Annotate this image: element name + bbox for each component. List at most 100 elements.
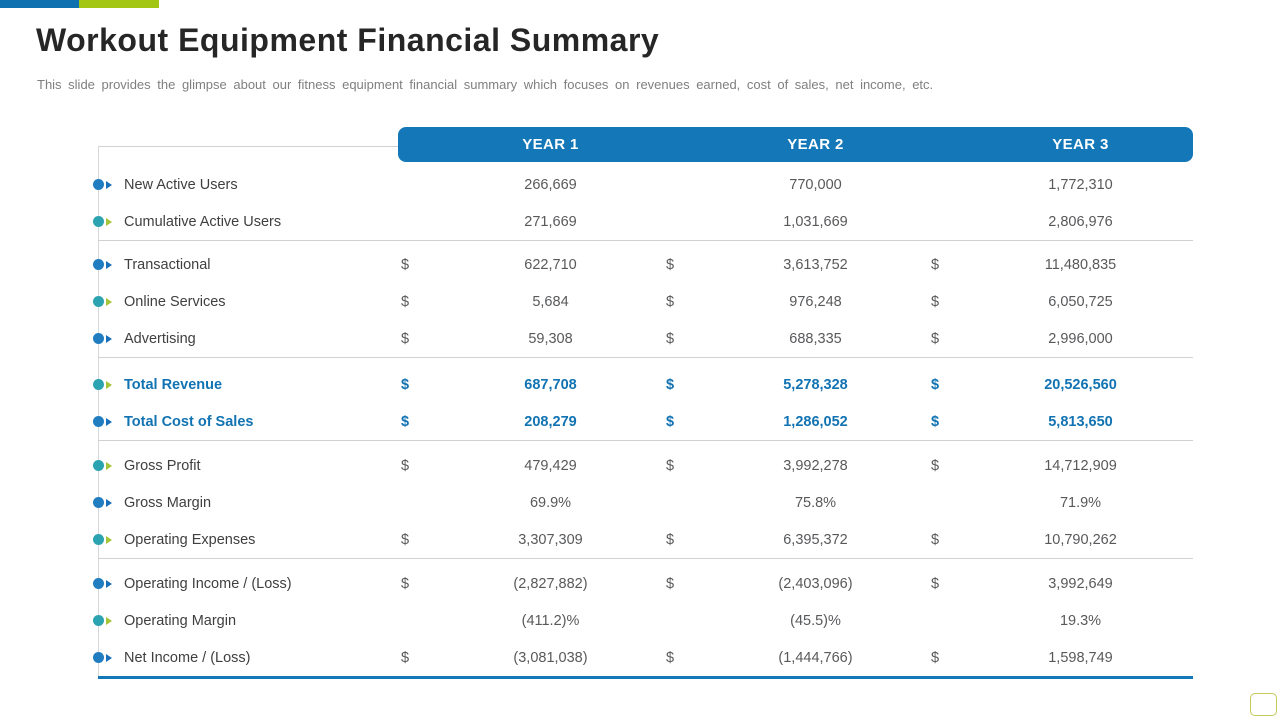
cell-value: 5,813,650 xyxy=(1048,413,1113,430)
top-accent-bar-blue xyxy=(0,0,79,8)
financial-summary-table: YEAR 1 YEAR 2 YEAR 3 New Active Users 266… xyxy=(93,127,1193,679)
bullet-arrow-icon xyxy=(106,417,112,426)
row-label: Advertising xyxy=(124,330,196,347)
currency-symbol: $ xyxy=(401,531,410,548)
bullet-icon xyxy=(93,416,112,427)
table-row: Net Income / (Loss) $ (3,081,038) $ (1,444,7… xyxy=(93,639,1193,676)
currency-symbol: $ xyxy=(401,256,410,273)
currency-symbol: $ xyxy=(931,531,940,548)
cell-value: 2,806,976 xyxy=(1048,213,1113,230)
bullet-arrow-icon xyxy=(106,535,112,544)
bullet-arrow-icon xyxy=(106,217,112,226)
currency-symbol: $ xyxy=(931,649,940,666)
currency-symbol: $ xyxy=(401,413,410,430)
row-label: Total Revenue xyxy=(124,376,223,393)
table-section: New Active Users 266,669 770,000 1,772,310 C… xyxy=(93,162,1193,241)
row-label-cell: Total Cost of Sales xyxy=(93,413,398,430)
page-subtitle: This slide provides the glimpse about ou… xyxy=(37,77,934,92)
bullet-icon xyxy=(93,379,112,390)
cell-value: (3,081,038) xyxy=(513,649,588,666)
cell-value: 6,395,372 xyxy=(783,531,848,548)
cell-value: 6,050,725 xyxy=(1048,293,1113,310)
top-accent-bar-green xyxy=(79,0,159,8)
cell-value: (1,444,766) xyxy=(778,649,853,666)
bullet-dot-icon xyxy=(93,333,104,344)
table-row: Total Cost of Sales $208,279 $1,286,052 $5,… xyxy=(93,403,1193,440)
bullet-icon xyxy=(93,578,112,589)
cell-value: 271,669 xyxy=(524,213,577,230)
table-row: Cumulative Active Users 271,669 1,031,669 2… xyxy=(93,203,1193,240)
cell-value: (2,403,096) xyxy=(778,575,853,592)
cell-value: 5,278,328 xyxy=(783,376,848,393)
table-row: Online Services $5,684 $976,248 $6,050,725 xyxy=(93,283,1193,320)
bullet-arrow-icon xyxy=(106,461,112,470)
bullet-dot-icon xyxy=(93,179,104,190)
cell-value: 59,308 xyxy=(528,330,573,347)
table-row: Transactional $622,710 $3,613,752 $11,480,8… xyxy=(93,246,1193,283)
bullet-dot-icon xyxy=(93,578,104,589)
currency-symbol: $ xyxy=(931,413,940,430)
currency-symbol: $ xyxy=(931,575,940,592)
row-label-cell: Cumulative Active Users xyxy=(93,214,398,230)
bullet-icon xyxy=(93,216,112,227)
row-label: Operating Expenses xyxy=(124,531,256,548)
row-label-cell: Operating Income / (Loss) xyxy=(93,576,398,592)
cell-value: 479,429 xyxy=(524,457,577,474)
cell-value: 266,669 xyxy=(524,176,577,193)
cell-value: 688,335 xyxy=(789,330,842,347)
row-label-cell: Operating Margin xyxy=(93,612,398,629)
year-column-header: YEAR 2 xyxy=(787,136,844,153)
currency-symbol: $ xyxy=(401,649,410,666)
currency-symbol: $ xyxy=(401,457,410,474)
row-label: Operating Margin xyxy=(124,612,237,629)
bullet-dot-icon xyxy=(93,534,104,545)
table-row: Total Revenue $687,708 $5,278,328 $20,526,5… xyxy=(93,366,1193,403)
row-label-cell: Total Revenue xyxy=(93,376,398,393)
bullet-dot-icon xyxy=(93,460,104,471)
bullet-icon xyxy=(93,259,112,270)
cell-value: 5,684 xyxy=(532,293,569,310)
bullet-arrow-icon xyxy=(106,579,112,588)
currency-symbol: $ xyxy=(931,330,940,347)
currency-symbol: $ xyxy=(666,531,675,548)
table-section: Transactional $622,710 $3,613,752 $11,480,8… xyxy=(93,241,1193,358)
cell-value: 3,992,649 xyxy=(1048,575,1113,592)
currency-symbol: $ xyxy=(666,575,675,592)
bullet-dot-icon xyxy=(93,615,104,626)
row-label: Transactional xyxy=(124,256,211,273)
bullet-arrow-icon xyxy=(106,498,112,507)
cell-value: 1,031,669 xyxy=(783,213,848,230)
currency-symbol: $ xyxy=(931,376,940,393)
bullet-dot-icon xyxy=(93,416,104,427)
cell-value: (2,827,882) xyxy=(513,575,588,592)
cell-value: 10,790,262 xyxy=(1044,531,1117,548)
row-label-cell: Gross Profit xyxy=(93,457,398,474)
table-row: Operating Expenses $3,307,309 $6,395,372 $1… xyxy=(93,521,1193,558)
bullet-icon xyxy=(93,333,112,344)
row-label-cell: Net Income / (Loss) xyxy=(93,650,398,666)
bullet-arrow-icon xyxy=(106,180,112,189)
corner-placeholder-box xyxy=(1250,693,1277,716)
row-label-cell: Operating Expenses xyxy=(93,531,398,548)
cell-value: 19.3% xyxy=(1059,612,1102,629)
cell-value: 11,480,835 xyxy=(1044,256,1117,273)
cell-value: 2,996,000 xyxy=(1048,330,1113,347)
table-row: New Active Users 266,669 770,000 1,772,310 xyxy=(93,166,1193,203)
cell-value: 20,526,560 xyxy=(1044,376,1117,393)
year-column-header: YEAR 3 xyxy=(1052,136,1109,153)
bullet-arrow-icon xyxy=(106,334,112,343)
currency-symbol: $ xyxy=(401,575,410,592)
bullet-dot-icon xyxy=(93,296,104,307)
bullet-icon xyxy=(93,652,112,663)
currency-symbol: $ xyxy=(666,649,675,666)
row-label: Gross Profit xyxy=(124,457,201,474)
row-label: Gross Margin xyxy=(124,494,212,511)
bullet-arrow-icon xyxy=(106,380,112,389)
row-label: Total Cost of Sales xyxy=(124,413,254,430)
row-label-cell: Transactional xyxy=(93,256,398,273)
bullet-icon xyxy=(93,179,112,190)
cell-value: 3,613,752 xyxy=(783,256,848,273)
cell-value: (45.5)% xyxy=(790,612,841,629)
bullet-arrow-icon xyxy=(106,260,112,269)
